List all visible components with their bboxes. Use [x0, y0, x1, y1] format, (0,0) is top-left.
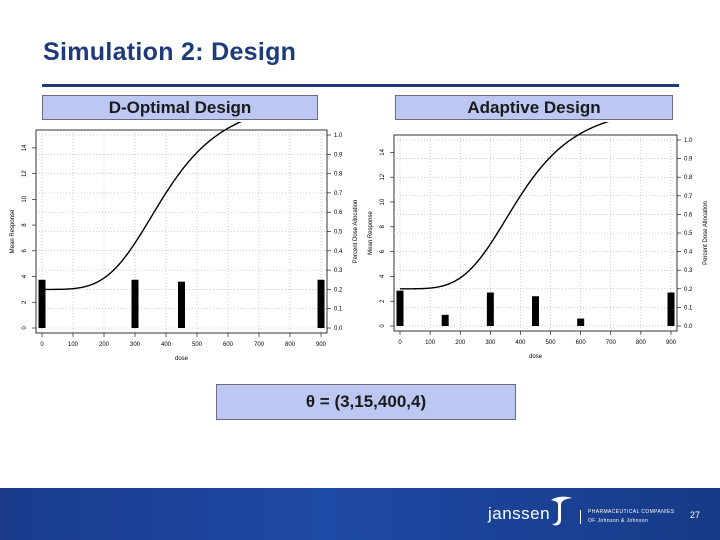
y-right-tick-label: 0.0	[684, 324, 693, 330]
allocation-bar	[317, 279, 325, 328]
x-tick-label: 300	[485, 340, 496, 346]
allocation-bar	[441, 314, 449, 326]
y-right-tick-label: 0.1	[684, 305, 693, 311]
y-right-tick-label: 0.5	[334, 230, 343, 236]
y-right-axis-label: Percent Dose Allocation	[703, 201, 709, 265]
footer-band	[0, 488, 720, 540]
allocation-bar	[532, 296, 539, 326]
y-right-tick-label: 0.3	[334, 268, 343, 274]
x-tick-label: 200	[455, 340, 466, 346]
y-right-tick-label: 1.0	[684, 138, 693, 144]
y-right-tick-label: 0.8	[334, 172, 343, 178]
slide-title: Simulation 2: Design	[43, 38, 297, 66]
allocation-bar	[396, 290, 404, 326]
allocation-bar	[38, 279, 46, 328]
y-left-tick-label: 8	[22, 223, 28, 227]
adaptive-chart: 0 100 200 300 400 500 600 700 800 900 dose 0 2 4 6 8 10 1…	[368, 122, 709, 360]
y-right-tick-label: 0.9	[334, 152, 343, 158]
y-left-tick-label: 12	[22, 170, 28, 177]
x-axis-label: dose	[529, 354, 543, 360]
x-tick-label: 700	[254, 342, 265, 348]
y-left-tick-label: 10	[380, 198, 386, 205]
y-left-tick-label: 14	[380, 148, 386, 155]
mean-response-curve	[400, 122, 610, 290]
x-axis-label: dose	[175, 356, 189, 362]
x-tick-label: 600	[576, 340, 587, 346]
footer-tagline-line-1: PHARMACEUTICAL COMPANIES	[588, 509, 675, 515]
y-left-tick-label: 4	[22, 274, 28, 278]
allocation-bar	[486, 292, 494, 326]
y-right-tick-label: 1.0	[334, 133, 343, 139]
x-tick-label: 400	[515, 340, 526, 346]
x-tick-label: 500	[192, 342, 203, 348]
x-tick-label: 600	[223, 342, 234, 348]
y-right-tick-label: 0.2	[334, 287, 343, 293]
y-right-tick-label: 0.7	[684, 194, 693, 200]
y-right-tick-label: 0.8	[684, 175, 693, 181]
y-left-tick-label: 10	[22, 195, 28, 202]
janssen-logo-text: janssen	[488, 504, 551, 523]
x-tick-label: 200	[99, 342, 110, 348]
y-left-tick-label: 6	[22, 248, 28, 252]
x-tick-label: 700	[606, 340, 617, 346]
x-tick-label: 500	[546, 340, 557, 346]
y-right-tick-label: 0.5	[684, 231, 693, 237]
y-right-tick-label: 0.0	[334, 326, 343, 332]
x-tick-label: 100	[425, 340, 436, 346]
footer-tagline: PHARMACEUTICAL COMPANIES OF Johnson & Jo…	[588, 508, 678, 526]
y-left-tick-label: 4	[380, 274, 386, 278]
x-tick-label: 0	[398, 340, 402, 346]
y-right-tick-label: 0.9	[684, 157, 693, 163]
y-right-tick-label: 0.6	[334, 210, 343, 216]
y-right-tick-label: 0.7	[334, 191, 343, 197]
y-left-tick-label: 0	[380, 324, 386, 328]
y-right-tick-label: 0.4	[334, 249, 343, 255]
x-tick-label: 900	[316, 342, 327, 348]
y-left-tick-label: 8	[380, 224, 386, 228]
footer-tagline-line-2: OF Johnson & Johnson	[588, 518, 649, 524]
y-left-tick-label: 2	[22, 300, 28, 304]
y-right-tick-label: 0.4	[684, 250, 693, 256]
mean-response-curve	[42, 122, 243, 291]
x-tick-label: 0	[40, 342, 44, 348]
d-optimal-chart: 0 100 200 300 400 500 600 700 800 900 dose 0 2 4 6 8 10 1…	[10, 122, 359, 362]
allocation-bar	[577, 318, 585, 326]
d-optimal-title: D-Optimal Design	[42, 95, 318, 120]
x-tick-label: 300	[130, 342, 141, 348]
adaptive-title: Adaptive Design	[395, 95, 673, 120]
footer-divider	[580, 510, 581, 524]
allocation-bar	[178, 281, 185, 328]
y-right-axis-label: Percent Dose Allocation	[353, 200, 359, 264]
y-right-tick-label: 0.2	[684, 287, 693, 293]
x-tick-label: 400	[161, 342, 172, 348]
y-right-tick-label: 0.3	[684, 268, 693, 274]
x-tick-label: 800	[285, 342, 296, 348]
y-left-tick-label: 14	[22, 144, 28, 151]
y-right-tick-label: 0.6	[684, 212, 693, 218]
y-left-tick-label: 6	[380, 249, 386, 253]
x-tick-label: 800	[636, 340, 647, 346]
y-left-tick-label: 2	[380, 299, 386, 303]
y-left-tick-label: 12	[380, 173, 386, 180]
title-rule	[42, 84, 679, 87]
x-tick-label: 100	[68, 342, 79, 348]
allocation-bar	[131, 279, 139, 328]
y-left-axis-label: Mean Response	[10, 209, 16, 253]
page-number: 27	[690, 510, 701, 520]
y-left-tick-label: 0	[22, 326, 28, 330]
janssen-mark-icon	[551, 496, 572, 526]
x-tick-label: 900	[666, 340, 677, 346]
y-left-axis-label: Mean Response	[368, 210, 374, 254]
y-right-tick-label: 0.1	[334, 307, 343, 313]
allocation-bar	[667, 292, 675, 326]
theta-parameter-box: θ = (3,15,400,4)	[216, 384, 516, 420]
